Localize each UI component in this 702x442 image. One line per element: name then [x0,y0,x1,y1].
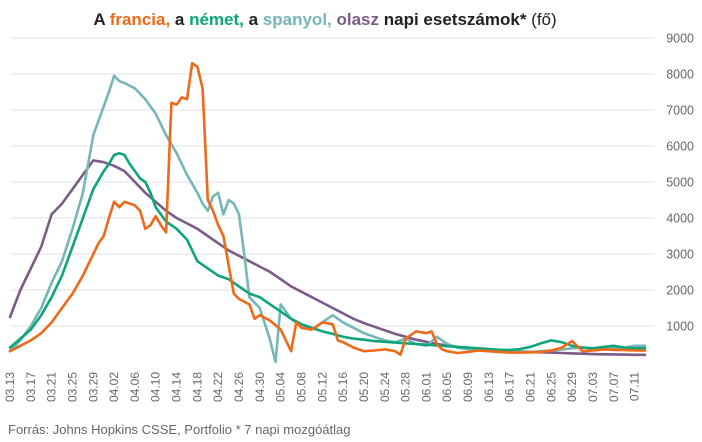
x-tick-label: 03.25 [65,372,79,402]
title-part: a [243,10,263,29]
x-tick-label: 05.04 [274,372,288,402]
y-tick-label: 4000 [666,212,694,226]
x-tick-label: 04.14 [170,372,184,402]
y-axis-ticks: 1000 2000 3000 4000 5000 6000 7000 8000 9000 [666,32,694,334]
gridlines [10,37,655,327]
title-part: a [170,10,190,29]
x-tick-label: 05.16 [336,372,350,402]
chart-title: A francia, a német, a spanyol, olasz nap… [0,10,650,30]
x-tick-label: 04.10 [149,372,163,402]
x-tick-label: 03.13 [3,372,17,402]
y-tick-label: 7000 [666,104,694,118]
title-part: napi esetszámok* [379,10,527,29]
x-tick-label: 03.21 [45,372,59,402]
title-spain: spanyol, [262,10,332,29]
x-tick-label: 06.25 [544,372,558,402]
x-tick-label: 05.12 [315,372,329,402]
title-italy: olasz [336,10,380,29]
x-tick-label: 04.30 [253,372,267,402]
y-tick-label: 5000 [666,176,694,190]
series-lines [8,61,647,364]
x-tick-label: 06.05 [440,372,454,402]
x-tick-label: 05.28 [399,372,413,402]
x-tick-label: 05.08 [294,372,308,402]
x-tick-label: 04.06 [128,372,142,402]
y-tick-label: 8000 [666,68,694,82]
x-tick-label: 05.24 [378,372,392,402]
series-line-germany [8,151,647,352]
x-tick-label: 07.07 [607,372,621,402]
x-tick-label: 03.29 [86,372,100,402]
series-line-france [8,61,647,357]
x-tick-label: 06.17 [503,372,517,402]
y-tick-label: 9000 [666,32,694,46]
x-tick-label: 04.22 [211,372,225,402]
x-tick-label: 06.09 [461,372,475,402]
x-tick-label: 04.02 [107,372,121,402]
x-tick-label: 04.18 [190,372,204,402]
y-tick-label: 3000 [666,248,694,262]
y-tick-label: 2000 [666,284,694,298]
title-france: francia, [109,10,171,29]
title-part: A [93,10,110,29]
x-tick-label: 05.20 [357,372,371,402]
y-tick-label: 1000 [666,320,694,334]
x-tick-label: 04.26 [232,372,246,402]
x-tick-label: 06.13 [482,372,496,402]
x-tick-label: 06.21 [523,372,537,402]
x-tick-label: 07.03 [586,372,600,402]
series-line-spain [8,74,647,364]
x-tick-label: 07.11 [628,372,642,401]
x-tick-label: 03.17 [24,372,38,402]
title-unit: (fő) [526,10,557,29]
x-tick-label: 06.01 [419,372,433,402]
y-tick-label: 6000 [666,140,694,154]
title-germany: német, [189,10,244,29]
x-axis-ticks: 03.13 03.17 03.21 03.25 03.29 04.02 04.06 04.10… [3,372,642,402]
source-note: Forrás: Johns Hopkins CSSE, Portfolio * … [8,422,351,437]
x-tick-label: 06.29 [565,372,579,402]
